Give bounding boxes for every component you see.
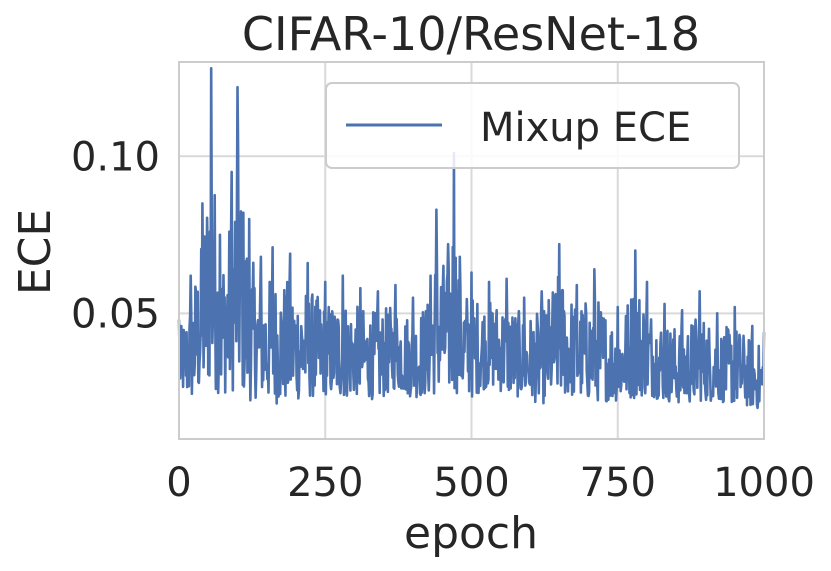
x-tick-label: 500 [433, 460, 509, 506]
legend-label: Mixup ECE [480, 105, 691, 151]
series-line-mixup-ece [177, 66, 766, 410]
chart-title: CIFAR-10/ResNet-18 [242, 7, 700, 61]
plot-frame [178, 61, 765, 440]
y-tick-label: 0.05 [71, 291, 160, 337]
legend: Mixup ECE [325, 82, 740, 169]
y-tick-label: 0.10 [71, 134, 160, 180]
series-layer [177, 66, 766, 410]
tick-labels: 0 250 500 750 1000 0.05 0.10 [71, 134, 815, 506]
x-tick-label: 750 [580, 460, 656, 506]
x-axis-label: epoch [404, 508, 538, 559]
x-tick-label: 250 [287, 460, 363, 506]
legend-box [325, 82, 740, 169]
x-tick-label: 1000 [713, 460, 815, 506]
x-tick-label: 0 [166, 460, 191, 506]
y-axis-label: ECE [10, 209, 61, 295]
